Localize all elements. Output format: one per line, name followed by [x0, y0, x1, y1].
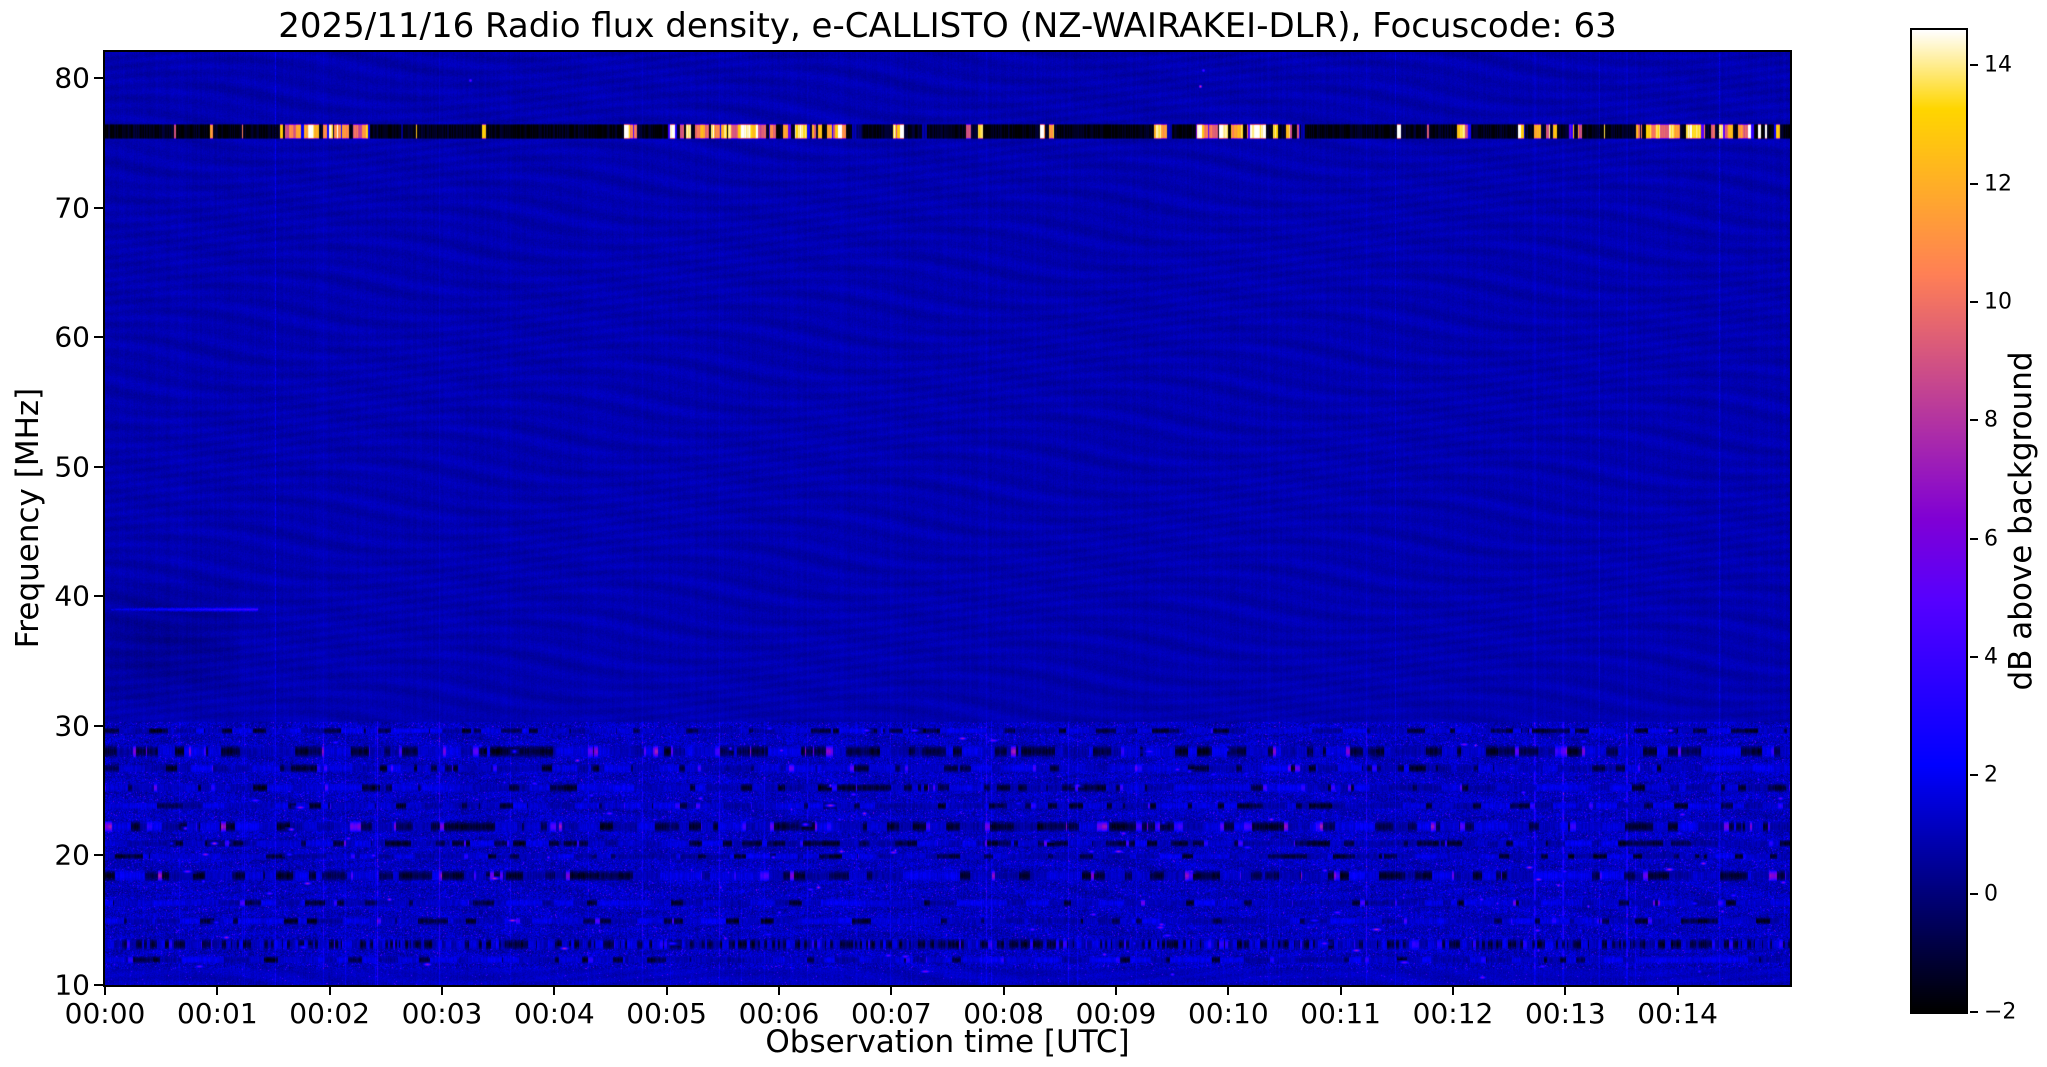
- colorbar-tick-mark: [1970, 774, 1978, 777]
- x-tick-label: 00:08: [963, 997, 1045, 1030]
- x-tick-mark: [216, 987, 219, 995]
- x-tick-label: 00:12: [1412, 997, 1494, 1030]
- y-tick-mark: [94, 206, 103, 209]
- colorbar-frame: [1910, 28, 1968, 1014]
- y-tick-label: 10: [54, 968, 90, 1002]
- x-tick-mark: [1452, 987, 1454, 995]
- y-tick-mark: [94, 595, 103, 598]
- colorbar-tick-label: 8: [1984, 407, 1998, 433]
- colorbar-tick-label: 4: [1984, 644, 1998, 670]
- y-tick-label: 70: [54, 191, 90, 224]
- colorbar-tick-label: 10: [1984, 289, 2012, 315]
- x-tick-mark: [328, 987, 331, 995]
- colorbar-tick-mark: [1970, 892, 1978, 895]
- colorbar-tick-label: 14: [1984, 52, 2012, 78]
- x-tick-mark: [104, 987, 106, 995]
- x-tick-label: 00:11: [1300, 997, 1382, 1030]
- x-tick-mark: [1339, 987, 1342, 995]
- x-tick-mark: [778, 987, 780, 995]
- colorbar-tick-label: 12: [1984, 171, 2012, 197]
- x-tick-label: 00:01: [176, 997, 258, 1030]
- plot-area-frame: [103, 50, 1792, 987]
- y-tick-mark: [94, 336, 103, 339]
- x-tick-mark: [441, 987, 443, 995]
- y-tick-label: 30: [54, 709, 90, 743]
- colorbar-canvas: [1912, 30, 1966, 1012]
- x-tick-label: 00:10: [1187, 997, 1269, 1030]
- x-tick-label: 00:04: [513, 997, 595, 1030]
- colorbar-tick-mark: [1970, 301, 1978, 304]
- x-tick-label: 00:02: [289, 997, 371, 1030]
- y-tick-mark: [94, 854, 103, 857]
- x-tick-label: 00:07: [850, 997, 932, 1030]
- y-tick-mark: [94, 984, 103, 986]
- x-tick-label: 00:05: [626, 997, 708, 1030]
- colorbar-tick-label: 0: [1984, 881, 1998, 907]
- x-tick-label: 00:14: [1637, 997, 1719, 1030]
- x-tick-label: 00:13: [1524, 997, 1606, 1030]
- chart-title: 2025/11/16 Radio flux density, e-CALLIST…: [278, 6, 1617, 46]
- y-tick-label: 50: [54, 450, 90, 484]
- y-tick-label: 40: [54, 579, 90, 613]
- colorbar-tick-mark: [1970, 64, 1978, 67]
- x-tick-label: 00:00: [64, 997, 146, 1030]
- x-axis-label: Observation time [UTC]: [765, 1024, 1130, 1060]
- x-tick-mark: [1002, 987, 1005, 995]
- colorbar-tick-mark: [1970, 419, 1978, 422]
- x-tick-mark: [1676, 987, 1679, 995]
- colorbar-tick-label: −2: [1984, 999, 2017, 1025]
- spectrogram-canvas: [105, 52, 1790, 985]
- x-tick-label: 00:09: [1075, 997, 1157, 1030]
- x-tick-mark: [1115, 987, 1117, 995]
- y-tick-label: 20: [54, 838, 90, 872]
- colorbar-tick-label: 6: [1984, 526, 1998, 552]
- x-tick-mark: [553, 987, 556, 995]
- x-tick-mark: [1564, 987, 1567, 995]
- x-tick-label: 00:03: [401, 997, 483, 1030]
- colorbar-tick-mark: [1970, 537, 1978, 540]
- y-tick-mark: [94, 724, 103, 727]
- x-tick-mark: [1227, 987, 1230, 995]
- x-tick-mark: [890, 987, 893, 995]
- colorbar-tick-mark: [1970, 1011, 1978, 1013]
- colorbar-tick-mark: [1970, 182, 1978, 185]
- x-tick-mark: [665, 987, 668, 995]
- x-tick-label: 00:06: [738, 997, 820, 1030]
- y-tick-mark: [94, 76, 103, 79]
- colorbar-label: dB above background: [2003, 351, 2039, 691]
- colorbar-tick-mark: [1970, 656, 1978, 659]
- y-tick-mark: [94, 465, 103, 468]
- y-tick-label: 80: [54, 61, 90, 95]
- colorbar-tick-label: 2: [1984, 762, 1998, 788]
- y-tick-label: 60: [54, 320, 90, 354]
